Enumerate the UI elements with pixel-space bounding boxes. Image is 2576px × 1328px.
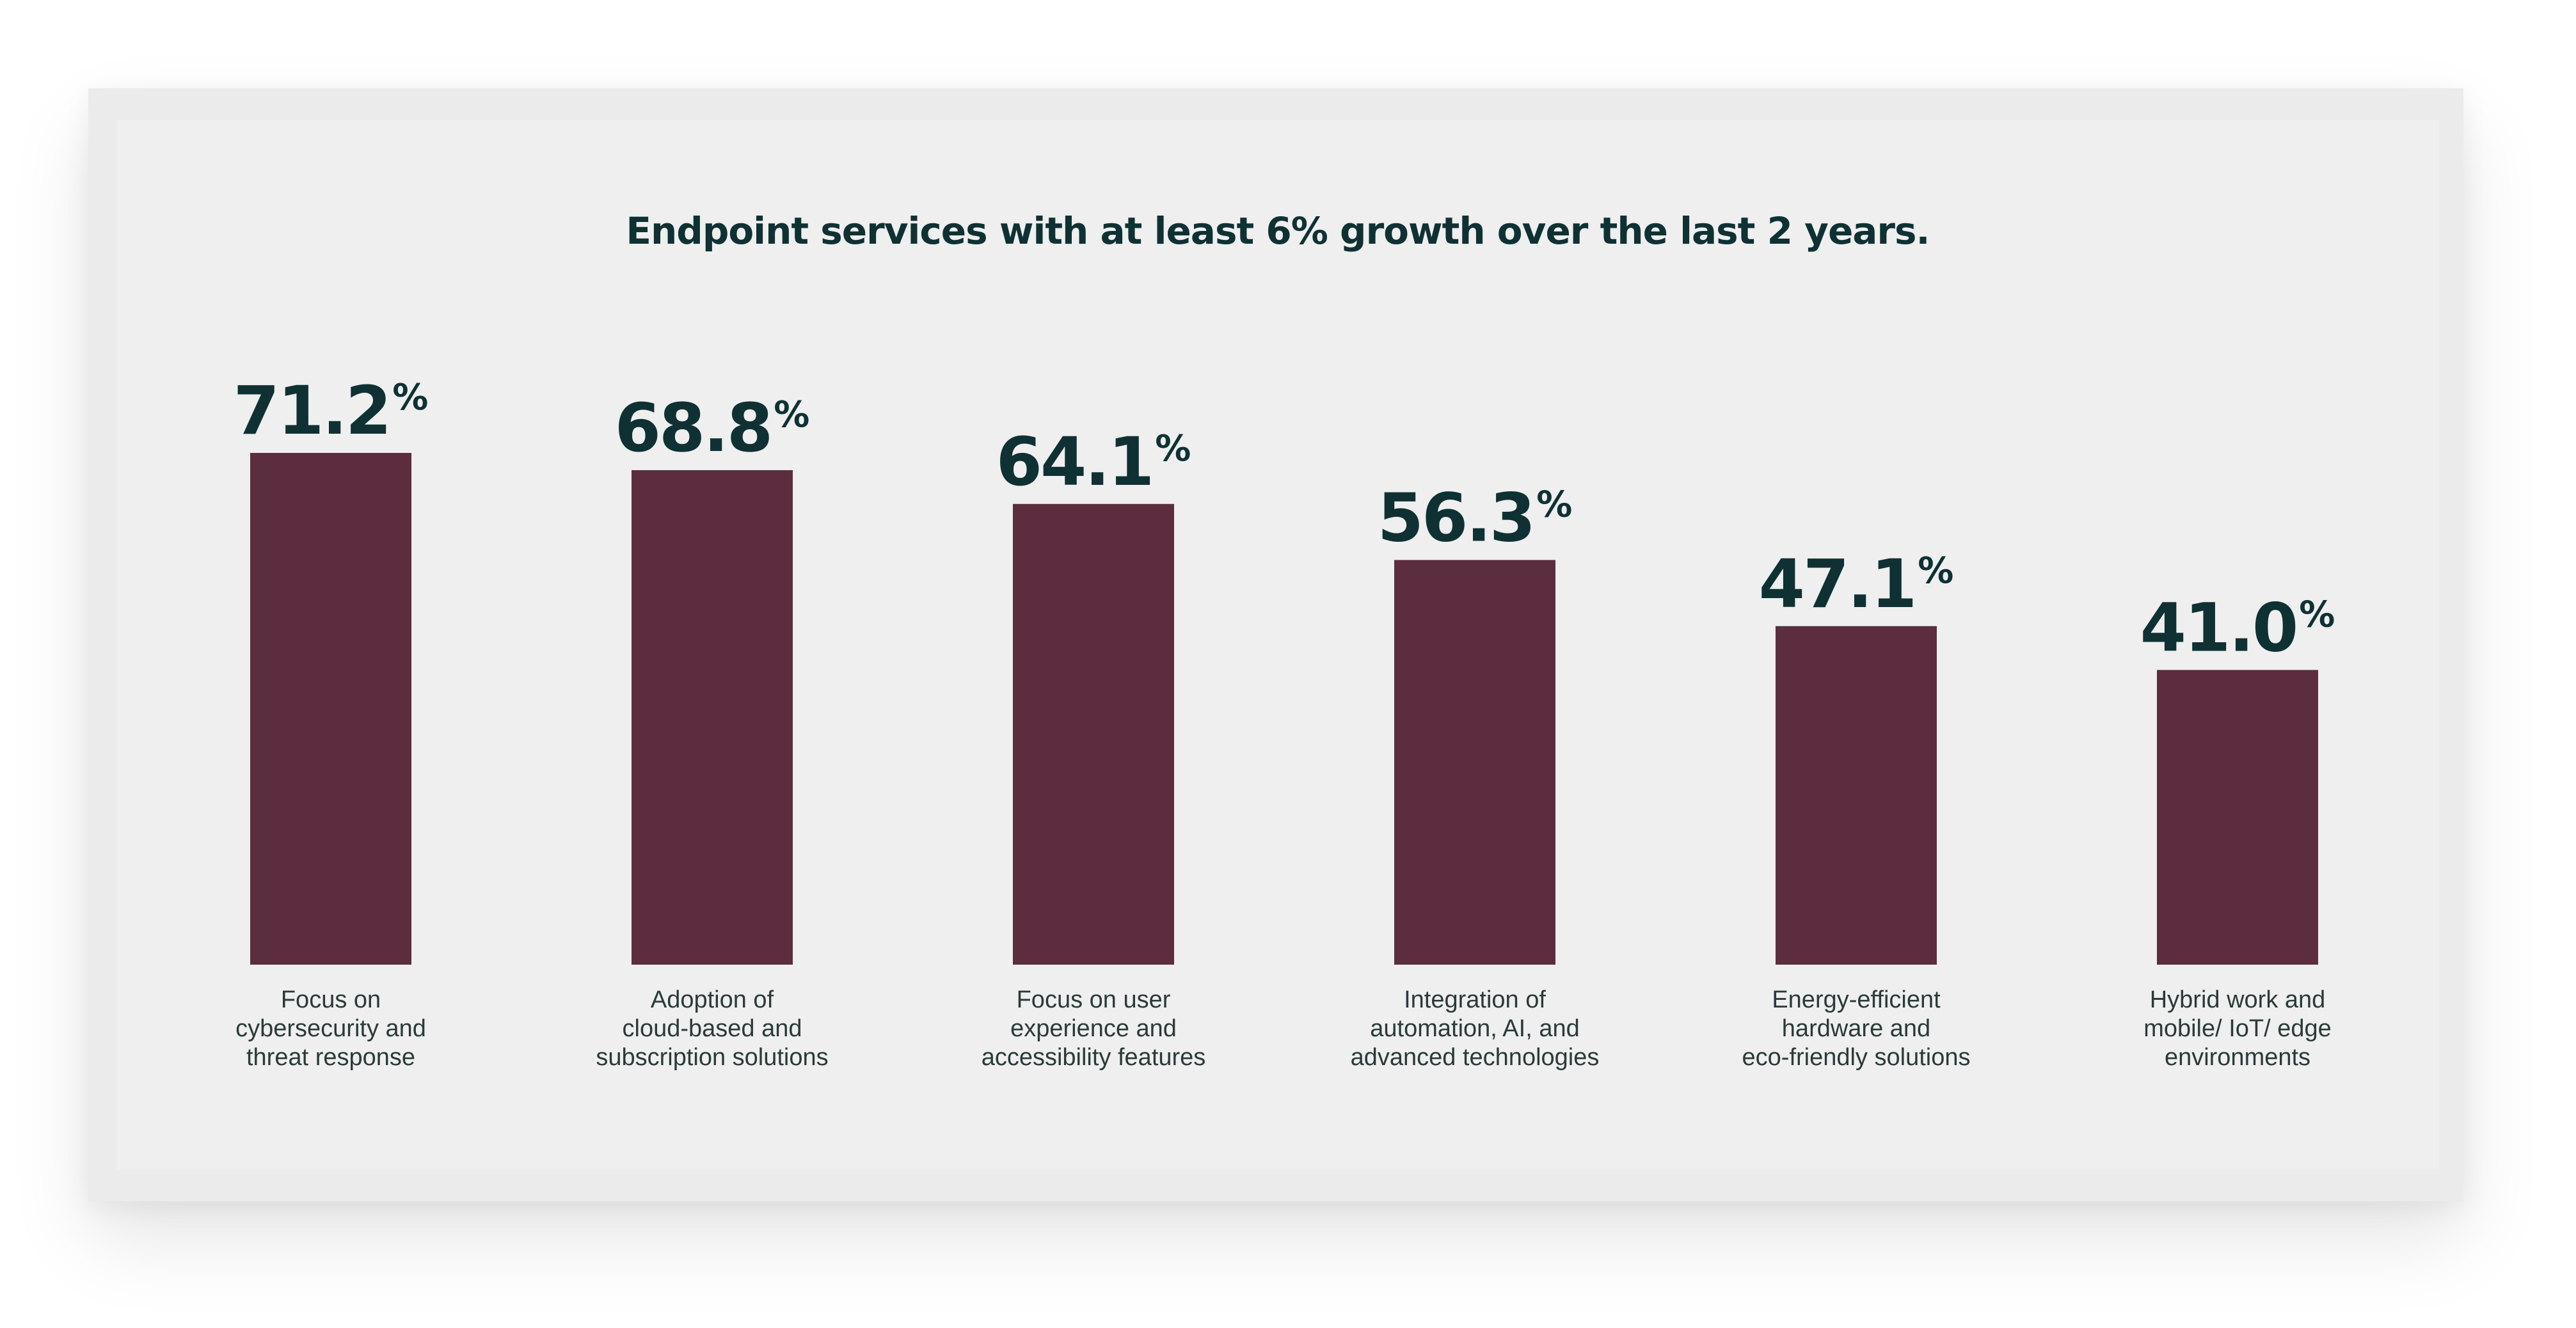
- category-label-6: Hybrid work and mobile/ IoT/ edge environm…: [2143, 986, 2332, 1071]
- bar-1: [250, 453, 411, 965]
- bar-value-label-1: 71.2%: [234, 372, 429, 450]
- bar-5: [1776, 626, 1937, 965]
- bar-value-label-4: 56.3%: [1378, 478, 1573, 557]
- bar-4: [1394, 560, 1555, 965]
- bar-value-label-5: 47.1%: [1759, 545, 1954, 623]
- category-label-5: Energy-efficient hardware and eco-friendly…: [1742, 986, 1971, 1071]
- category-label-2: Adoption of cloud-based and subscription s…: [596, 986, 828, 1071]
- bar-6: [2157, 670, 2318, 965]
- bar-3: [1013, 503, 1174, 965]
- chart-card: [116, 120, 2439, 1169]
- category-label-3: Focus on user experience and accessibility…: [982, 986, 1206, 1071]
- bar-value-label-3: 64.1%: [996, 423, 1191, 501]
- chart-title: Endpoint services with at least 6% growt…: [626, 209, 1930, 253]
- bar-value-label-6: 41.0%: [2140, 589, 2335, 667]
- category-label-1: Focus on cybersecurity and threat response: [235, 986, 426, 1071]
- bar-value-label-2: 68.8%: [615, 389, 810, 467]
- bar-2: [632, 470, 793, 965]
- category-label-4: Integration of automation, AI, and advance…: [1351, 986, 1600, 1071]
